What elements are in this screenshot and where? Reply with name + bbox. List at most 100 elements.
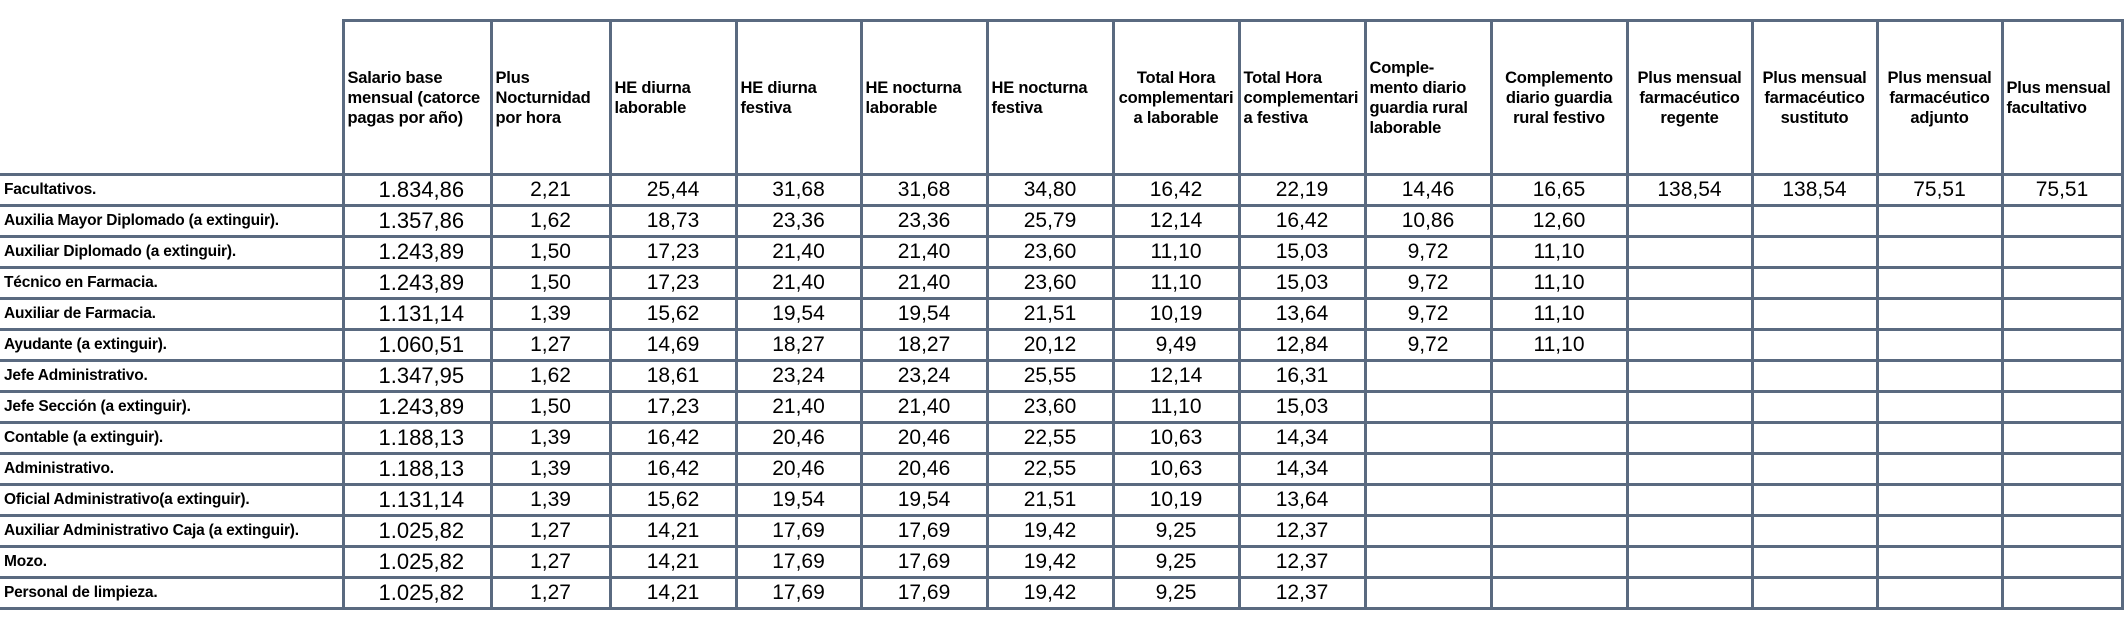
table-cell: 75,51: [1875, 173, 2004, 207]
table-cell: 12,37: [1237, 545, 1367, 579]
table-cell: 22,55: [985, 452, 1115, 486]
table-cell: [1625, 359, 1754, 393]
header-corner-cell: [0, 20, 345, 176]
table-cell: [1625, 452, 1754, 486]
table-cell: [1489, 390, 1629, 424]
table-cell: 19,42: [985, 576, 1115, 610]
table-cell: 1,62: [489, 204, 612, 238]
table-cell: 1.243,89: [341, 266, 493, 300]
column-header: Plus mensual farmacéutico regente: [1625, 19, 1754, 176]
column-header: Plus mensual facultativo: [2000, 19, 2124, 176]
table-cell: [1750, 328, 1879, 362]
table-cell: 20,12: [985, 328, 1115, 362]
table-cell: 1,50: [489, 235, 612, 269]
table-cell: [2000, 452, 2124, 486]
row-category-label: Oficial Administrativo(a extinguir).: [0, 483, 345, 517]
table-cell: 1,50: [489, 390, 612, 424]
table-cell: 15,03: [1237, 390, 1367, 424]
table-cell: 1.188,13: [341, 452, 493, 486]
table-cell: 17,23: [608, 235, 738, 269]
table-cell: 1.025,82: [341, 545, 493, 579]
table-cell: 1.243,89: [341, 235, 493, 269]
table-cell: 1.357,86: [341, 204, 493, 238]
table-cell: [1750, 576, 1879, 610]
table-cell: 17,23: [608, 390, 738, 424]
table-cell: [1875, 328, 2004, 362]
table-cell: 21,40: [734, 390, 863, 424]
table-cell: 31,68: [859, 173, 989, 207]
table-body: Facultativos. 1.834,86 2,21 25,44 31,68 31,68…: [0, 173, 2124, 610]
table-cell: [1625, 266, 1754, 300]
table-cell: 17,69: [859, 545, 989, 579]
table-cell: 1.188,13: [341, 421, 493, 455]
table-cell: [1875, 235, 2004, 269]
table-cell: [1875, 483, 2004, 517]
table-cell: [1625, 235, 1754, 269]
row-category-label: Auxilia Mayor Diplomado (a extinguir).: [0, 204, 345, 238]
table-cell: 14,34: [1237, 452, 1367, 486]
table-cell: [2000, 576, 2124, 610]
table-cell: 12,37: [1237, 576, 1367, 610]
row-category-label: Jefe Administrativo.: [0, 359, 345, 393]
table-cell: 11,10: [1111, 390, 1241, 424]
table-cell: 9,72: [1363, 297, 1493, 331]
table-cell: 10,19: [1111, 483, 1241, 517]
table-cell: [1875, 390, 2004, 424]
table-cell: [2000, 359, 2124, 393]
table-cell: 17,69: [859, 576, 989, 610]
table-cell: 23,24: [859, 359, 989, 393]
table-row: Mozo. 1.025,82 1,27 14,21 17,69 17,69 19,42 9,2…: [0, 545, 2124, 579]
column-header: HE nocturna laborable: [859, 19, 989, 176]
table-cell: 9,72: [1363, 235, 1493, 269]
header-row: Salario base mensual (catorce pagas por …: [0, 19, 2124, 176]
table-cell: 17,69: [859, 514, 989, 548]
table-cell: 21,40: [859, 266, 989, 300]
table-cell: [1625, 297, 1754, 331]
table-cell: [1363, 514, 1493, 548]
table-cell: [1363, 452, 1493, 486]
row-category-label: Personal de limpieza.: [0, 576, 345, 610]
table-cell: 1,39: [489, 421, 612, 455]
column-header: Complemento diario guardia rural festivo: [1489, 19, 1629, 176]
table-cell: [1750, 359, 1879, 393]
table-cell: 1,39: [489, 483, 612, 517]
table-cell: [1489, 576, 1629, 610]
table-cell: 1,27: [489, 328, 612, 362]
table-cell: 10,86: [1363, 204, 1493, 238]
table-cell: [1750, 235, 1879, 269]
table-cell: 1.025,82: [341, 514, 493, 548]
table-cell: 1.834,86: [341, 173, 493, 207]
table-cell: 17,23: [608, 266, 738, 300]
table-cell: 21,51: [985, 483, 1115, 517]
table-cell: 12,14: [1111, 204, 1241, 238]
table-cell: 18,27: [859, 328, 989, 362]
table-cell: [1750, 421, 1879, 455]
table-cell: 18,27: [734, 328, 863, 362]
table-cell: 1.131,14: [341, 483, 493, 517]
table-cell: 75,51: [2000, 173, 2124, 207]
table-cell: 9,25: [1111, 576, 1241, 610]
column-header: Plus mensual farmacéutico sustituto: [1750, 19, 1879, 176]
table-cell: [2000, 390, 2124, 424]
table-cell: 14,69: [608, 328, 738, 362]
table-cell: 15,03: [1237, 235, 1367, 269]
table-cell: 20,46: [859, 421, 989, 455]
table-cell: 16,42: [1237, 204, 1367, 238]
table-cell: [1489, 514, 1629, 548]
table-cell: 21,40: [859, 235, 989, 269]
table-cell: 21,40: [859, 390, 989, 424]
table-cell: 17,69: [734, 545, 863, 579]
table-row: Contable (a extinguir). 1.188,13 1,39 16,42…: [0, 421, 2124, 455]
table-cell: 10,63: [1111, 452, 1241, 486]
table-cell: 16,42: [608, 452, 738, 486]
table-cell: 19,54: [859, 483, 989, 517]
table-cell: [1625, 390, 1754, 424]
table-cell: 12,14: [1111, 359, 1241, 393]
table-cell: 10,19: [1111, 297, 1241, 331]
table-row: Jefe Sección (a extinguir). 1.243,89 1,50 1…: [0, 390, 2124, 424]
row-category-label: Auxiliar Diplomado (a extinguir).: [0, 235, 345, 269]
table-cell: [2000, 328, 2124, 362]
table-cell: 14,46: [1363, 173, 1493, 207]
table-cell: [1875, 204, 2004, 238]
table-cell: [1750, 390, 1879, 424]
